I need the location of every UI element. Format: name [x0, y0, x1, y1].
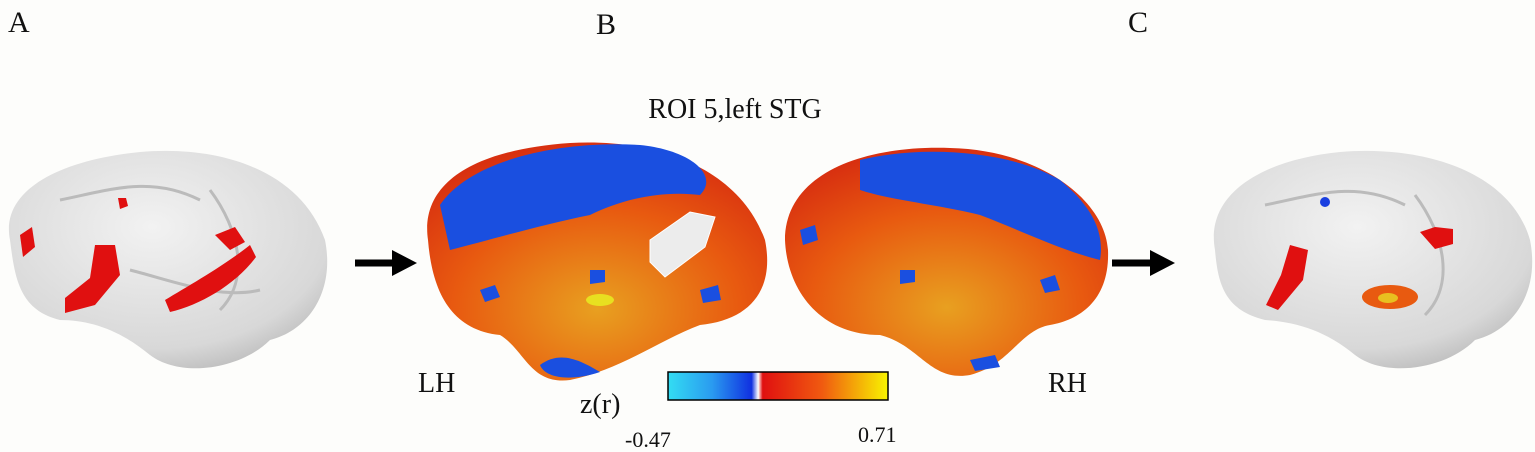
arrow: [355, 250, 417, 276]
brain-c: [1213, 150, 1533, 369]
brain-lh: [427, 142, 768, 381]
panel-label: A: [8, 6, 30, 39]
hemisphere-label: LH: [418, 368, 455, 399]
colorbar-min: -0.47: [625, 427, 671, 452]
colorbar-label: z(r): [580, 389, 620, 420]
panel-label: B: [596, 8, 616, 41]
arrow: [1112, 250, 1175, 276]
hemisphere-label: RH: [1048, 368, 1087, 399]
panel-title: ROI 5,left STG: [648, 94, 821, 125]
brain-a: [8, 150, 328, 369]
brain-rh: [785, 147, 1109, 376]
panel-label: C: [1128, 6, 1148, 39]
colorbar: [667, 371, 889, 401]
colorbar-max: 0.71: [858, 422, 897, 447]
